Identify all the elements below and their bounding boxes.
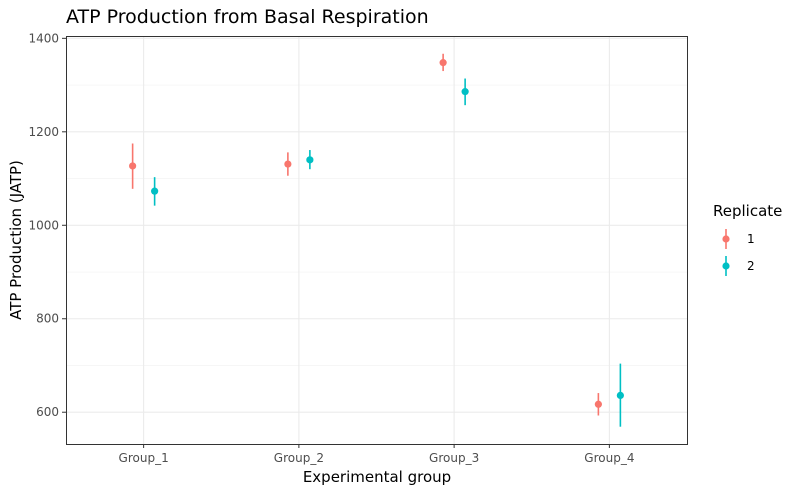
y-tick-label: 1200: [28, 125, 59, 139]
data-point: [439, 59, 447, 67]
legend-label: 1: [747, 232, 755, 246]
legend-key-point: [722, 262, 730, 270]
x-tick-label: Group_2: [274, 451, 324, 465]
legend: Replicate 1 2: [713, 202, 782, 276]
data-point: [594, 400, 602, 408]
x-tick-label: Group_4: [584, 451, 634, 465]
plot-panel: [66, 36, 688, 445]
y-tick-label: 1400: [28, 31, 59, 45]
y-axis-title: ATP Production (JATP): [7, 160, 25, 320]
data-point: [284, 160, 292, 168]
data-point: [306, 156, 314, 164]
y-tick-label: 800: [36, 312, 59, 326]
data-point: [151, 187, 159, 195]
x-axis-title: Experimental group: [303, 468, 451, 486]
chart-title: ATP Production from Basal Respiration: [66, 6, 429, 28]
axes: 600 800 1000 1200 1400 Group_1 Group_2 Group_3 G…: [28, 31, 634, 465]
legend-label: 2: [747, 259, 755, 273]
data-point: [129, 162, 137, 170]
legend-title: Replicate: [713, 202, 782, 220]
x-tick-label: Group_1: [119, 451, 169, 465]
data-point: [461, 88, 469, 96]
grid: [66, 36, 687, 444]
data-marks: [129, 53, 624, 427]
data-point: [616, 391, 624, 399]
y-tick-label: 1000: [28, 218, 59, 232]
y-tick-label: 600: [36, 405, 59, 419]
legend-key-point: [722, 235, 730, 243]
x-tick-label: Group_3: [429, 451, 479, 465]
